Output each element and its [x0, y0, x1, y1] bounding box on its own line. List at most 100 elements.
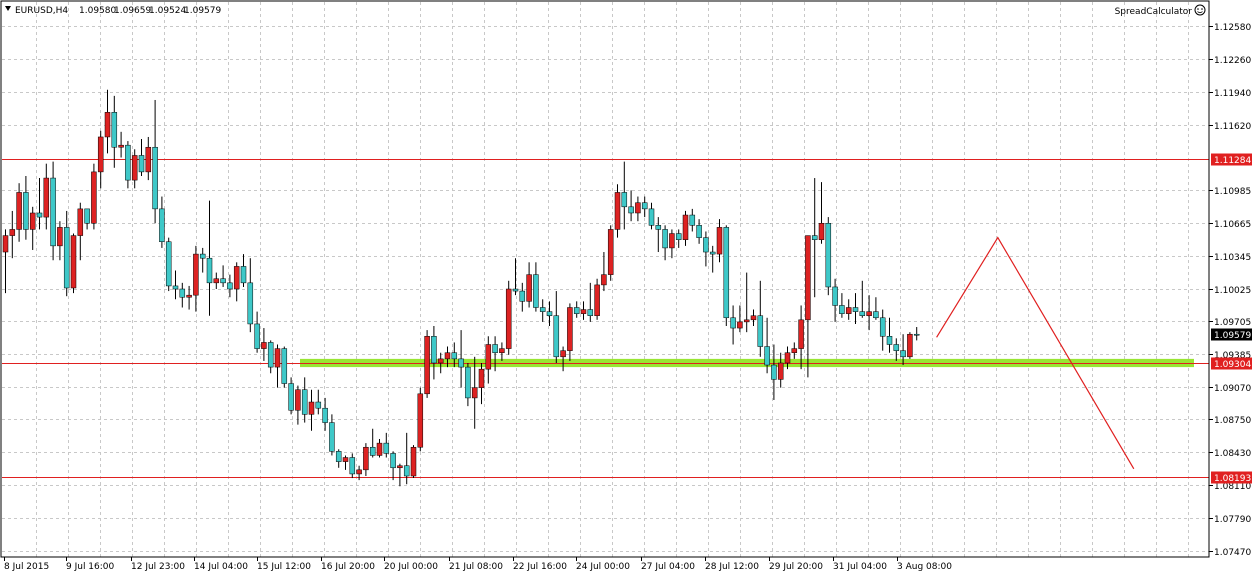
- bull-candle-body: [866, 311, 872, 316]
- bull-candle-body: [567, 307, 573, 351]
- bear-candle-body: [315, 401, 322, 409]
- candle: [798, 305, 804, 370]
- symbol-header: EURUSD,H4 1.09580 1.09659 1.09524 1.0957…: [5, 6, 221, 16]
- bear-candle-body: [873, 311, 879, 319]
- candle: [709, 245, 716, 273]
- time-axis[interactable]: 8 Jul 2015 9 Jul 16:00 12 Jul 23:00 14 Jul …: [4, 557, 952, 572]
- bull-candle-body: [737, 321, 743, 329]
- candle: [213, 272, 220, 290]
- bull-candle-body: [505, 288, 512, 349]
- bull-candle-body: [186, 294, 192, 298]
- candle: [206, 200, 213, 316]
- bear-candle-body: [240, 266, 247, 284]
- bear-candle-body: [125, 144, 131, 181]
- spread-calculator-indicator[interactable]: SpreadCalculator: [1115, 4, 1206, 17]
- bull-candle-body: [499, 348, 505, 353]
- bull-candle-body: [2, 235, 9, 253]
- x-tick-label: 9 Jul 16:00: [66, 562, 115, 572]
- candle: [519, 282, 526, 312]
- dropdown-triangle-icon[interactable]: [5, 6, 11, 11]
- candle: [485, 336, 492, 384]
- smiley-eye-left: [1197, 8, 1199, 10]
- candle: [57, 221, 63, 261]
- bear-candle-body: [172, 285, 179, 290]
- y-tick-label: 1.12260: [1214, 56, 1251, 66]
- bull-candle-body: [478, 368, 485, 388]
- bull-candle-body: [131, 155, 138, 181]
- bull-candle-body: [743, 319, 750, 323]
- x-tick-label: 8 Jul 2015: [4, 562, 49, 572]
- projection-zigzag-line[interactable]: [936, 236, 1135, 470]
- bear-candle-body: [492, 344, 498, 353]
- bear-candle-body: [832, 286, 838, 306]
- candle: [621, 161, 628, 230]
- candle: [179, 282, 186, 308]
- bull-candle-body: [818, 223, 825, 240]
- bear-candle-body: [383, 442, 390, 454]
- candle: [662, 225, 668, 261]
- high-value: 1.09659: [114, 6, 151, 16]
- y-tick-label: 1.09385: [1214, 351, 1251, 361]
- candle: [900, 334, 906, 366]
- bear-candle-body: [329, 422, 335, 452]
- candle: [907, 332, 913, 359]
- candle: [301, 377, 308, 423]
- candle: [451, 342, 458, 368]
- candle: [261, 328, 267, 361]
- candle: [839, 293, 845, 318]
- candle: [254, 311, 260, 353]
- y-tick-label: 1.11940: [1214, 89, 1251, 99]
- candle: [832, 278, 838, 322]
- x-tick-label: 15 Jul 12:00: [257, 562, 311, 572]
- bear-candle-body: [465, 366, 471, 399]
- bear-candle-body: [893, 344, 900, 351]
- bear-candle-body: [655, 225, 662, 230]
- bear-candle-body: [886, 336, 893, 345]
- bear-candle-body: [696, 225, 702, 238]
- bear-candle-body: [703, 237, 709, 253]
- x-tick-label: 31 Jul 04:00: [833, 562, 887, 572]
- bull-candle-body: [9, 229, 16, 236]
- candle: [601, 252, 607, 292]
- candle: [886, 317, 893, 353]
- candle: [29, 206, 36, 250]
- candle: [784, 346, 791, 370]
- candle: [873, 297, 879, 320]
- candle: [376, 439, 383, 458]
- bull-candle-body: [526, 274, 532, 302]
- y-tick-label: 1.07470: [1214, 548, 1251, 558]
- candle: [628, 190, 634, 222]
- bear-candle-body: [227, 282, 233, 290]
- bear-candle-body: [247, 282, 254, 325]
- candle: [417, 387, 424, 452]
- bull-candle-body: [356, 469, 362, 475]
- price-axis[interactable]: 1.12580 1.12260 1.11940 1.11620 1.10985 1.106…: [1209, 23, 1252, 558]
- support-band-layer: [300, 358, 1194, 368]
- candle: [145, 136, 152, 181]
- horizontal-levels[interactable]: [2, 159, 1209, 478]
- bear-candle-body: [839, 305, 845, 314]
- candle: [805, 235, 811, 378]
- candle: [682, 210, 689, 246]
- candle: [383, 432, 390, 458]
- x-tick-label: 22 Jul 16:00: [513, 562, 567, 572]
- candle: [403, 432, 410, 485]
- y-tick-label: 1.08430: [1214, 449, 1251, 459]
- bull-candle-body: [118, 144, 124, 148]
- candle: [533, 262, 539, 312]
- candle: [199, 247, 206, 273]
- candle: [703, 231, 709, 267]
- bull-candle-body: [845, 307, 852, 314]
- bull-candle-body: [750, 315, 757, 321]
- level-price-label: 1.11284: [1214, 156, 1251, 166]
- candle: [63, 210, 70, 297]
- bull-candle-body: [376, 442, 383, 456]
- bear-candle-body: [335, 451, 342, 462]
- bull-candle-body: [471, 387, 478, 399]
- bear-candle-body: [553, 315, 560, 358]
- candle: [267, 340, 274, 374]
- candle: [118, 131, 124, 158]
- candle: [172, 270, 179, 300]
